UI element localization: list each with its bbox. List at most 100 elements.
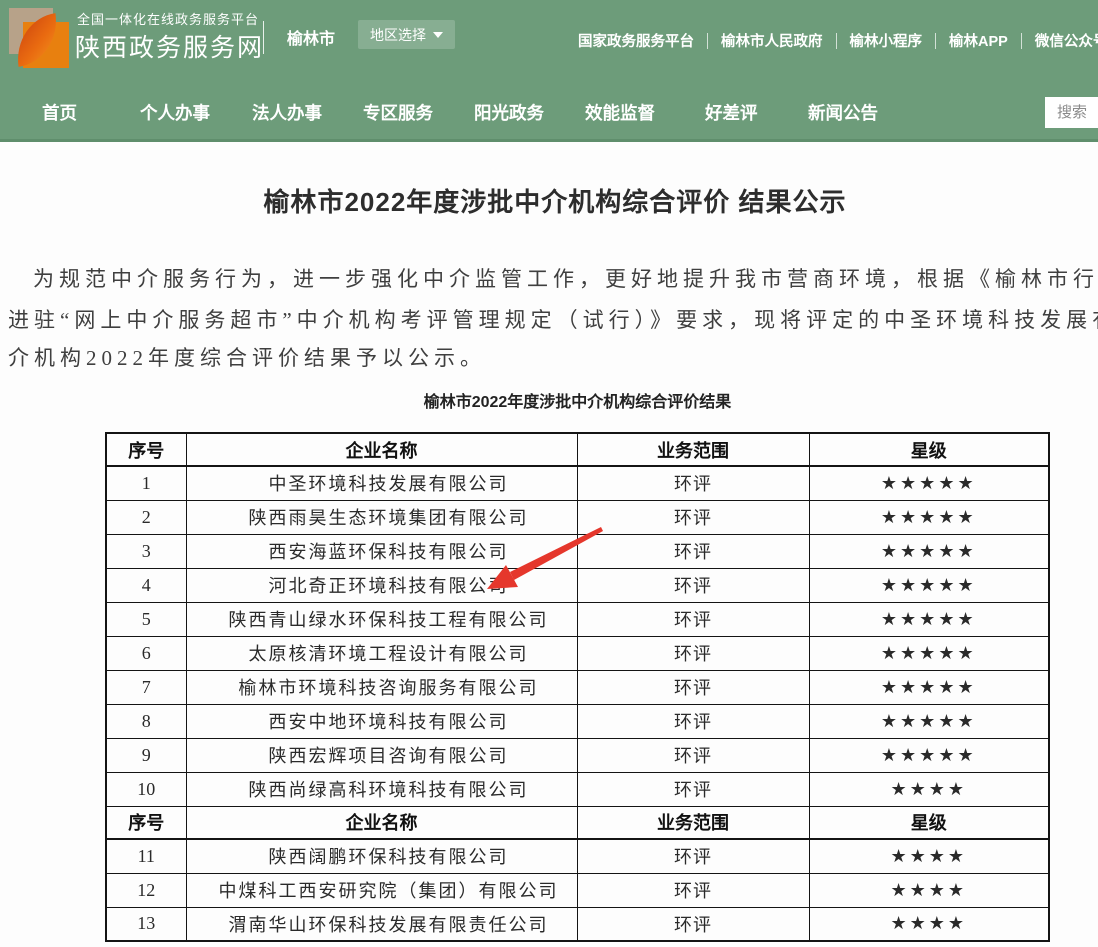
table-row: 9 陕西宏辉项目咨询有限公司 环评 ★★★★★ (105, 737, 1050, 773)
cell-business-scope: 环评 (576, 771, 810, 807)
table-row: 7 榆林市环境科技咨询服务有限公司 环评 ★★★★★ (105, 669, 1050, 705)
column-header: 企业名称 (185, 805, 578, 840)
cell-index: 8 (105, 703, 187, 739)
cell-company-name: 西安海蓝环保科技有限公司 (185, 533, 578, 569)
header-link[interactable]: 榆林市人民政府 (721, 34, 823, 50)
header-link[interactable]: 榆林小程序 (849, 34, 923, 50)
page-content: 榆林市2022年度涉批中介机构综合评价 结果公示 为规范中介服务行为，进一步强化… (0, 142, 1098, 947)
header-link[interactable]: 榆林APP (949, 34, 1008, 50)
nav-item-6[interactable]: 效能监督 (585, 102, 655, 123)
cell-index: 5 (105, 601, 187, 637)
star-rating: ★★★★★ (808, 465, 1050, 501)
column-header: 企业名称 (185, 432, 578, 467)
table-row: 2 陕西雨昊生态环境集团有限公司 环评 ★★★★★ (105, 499, 1050, 535)
cell-business-scope: 环评 (576, 703, 810, 739)
table-row: 8 西安中地环境科技有限公司 环评 ★★★★★ (105, 703, 1050, 739)
top-header: 全国一体化在线政务服务平台 陕西政务服务网 榆林市 地区选择 国家政务服务平台 榆… (0, 0, 1098, 85)
table-row: 6 太原核清环境工程设计有限公司 环评 ★★★★★ (105, 635, 1050, 671)
cell-company-name: 陕西青山绿水环保科技工程有限公司 (185, 601, 578, 637)
table-row: 10 陕西尚绿高科环境科技有限公司 环评 ★★★★ (105, 771, 1050, 807)
current-city-label: 榆林市 (287, 31, 336, 48)
header-divider (263, 21, 264, 54)
cell-business-scope: 环评 (576, 499, 810, 535)
header-links: 国家政务服务平台榆林市人民政府榆林小程序榆林APP微信公众号注册 (578, 30, 1098, 51)
cell-company-name: 陕西阔鹏环保科技有限公司 (185, 838, 578, 874)
star-rating: ★★★★★ (808, 635, 1050, 671)
search-input[interactable] (1045, 97, 1098, 128)
table-header-row: 序号 企业名称 业务范围 星级 (105, 805, 1050, 840)
cell-business-scope: 环评 (576, 601, 810, 637)
cell-index: 10 (105, 771, 187, 807)
table-row: 11 陕西阔鹏环保科技有限公司 环评 ★★★★ (105, 838, 1050, 874)
cell-business-scope: 环评 (576, 737, 810, 773)
cell-company-name: 渭南华山环保科技发展有限责任公司 (185, 906, 578, 942)
nav-item-3[interactable]: 法人办事 (252, 102, 322, 123)
cell-index: 13 (105, 906, 187, 942)
star-rating: ★★★★★ (808, 499, 1050, 535)
link-separator (707, 32, 708, 49)
nav-item-5[interactable]: 阳光政务 (474, 102, 544, 123)
cell-business-scope: 环评 (576, 635, 810, 671)
cell-business-scope: 环评 (576, 838, 810, 874)
cell-company-name: 陕西尚绿高科环境科技有限公司 (185, 771, 578, 807)
header-link[interactable]: 微信公众号 (1034, 34, 1098, 50)
cell-index: 6 (105, 635, 187, 671)
cell-company-name: 西安中地环境科技有限公司 (185, 703, 578, 739)
cell-business-scope: 环评 (576, 465, 810, 501)
cell-index: 2 (105, 499, 187, 535)
link-separator (935, 32, 936, 49)
cell-index: 11 (105, 838, 187, 874)
column-header: 业务范围 (576, 432, 810, 467)
nav-item-4[interactable]: 专区服务 (363, 102, 433, 123)
nav-item-2[interactable]: 个人办事 (140, 102, 210, 123)
nav-item-8[interactable]: 新闻公告 (808, 102, 878, 123)
table-row: 1 中圣环境科技发展有限公司 环评 ★★★★★ (105, 465, 1050, 501)
header-link[interactable]: 国家政务服务平台 (578, 34, 694, 50)
star-rating: ★★★★★ (808, 567, 1050, 603)
cell-index: 3 (105, 533, 187, 569)
cell-business-scope: 环评 (576, 567, 810, 603)
table-row: 5 陕西青山绿水环保科技工程有限公司 环评 ★★★★★ (105, 601, 1050, 637)
paragraph-line: 为规范中介服务行为，进一步强化中介监管工作，更好地提升我市营商环境，根据《榆林市… (33, 267, 1098, 291)
column-header: 业务范围 (576, 805, 810, 840)
evaluation-results-table: 序号 企业名称 业务范围 星级 1 中圣环境科技发展有限公司 环评 ★★★★★ 2 陕西雨昊生态环… (105, 432, 1050, 942)
cell-company-name: 河北奇正环境科技有限公司 (185, 567, 578, 603)
cell-business-scope: 环评 (576, 533, 810, 569)
cell-company-name: 陕西宏辉项目咨询有限公司 (185, 737, 578, 773)
link-separator (1020, 32, 1022, 49)
cell-index: 12 (105, 872, 187, 908)
table-row: 12 中煤科工西安研究院（集团）有限公司 环评 ★★★★ (105, 872, 1050, 908)
star-rating: ★★★★★ (808, 669, 1050, 705)
paragraph-line: 介机构2022年度综合评价结果予以公示。 (8, 346, 486, 370)
column-header: 星级 (808, 432, 1050, 467)
cell-company-name: 榆林市环境科技咨询服务有限公司 (185, 669, 578, 705)
column-header: 序号 (105, 432, 187, 467)
cell-company-name: 中圣环境科技发展有限公司 (185, 465, 578, 501)
star-rating: ★★★★ (808, 838, 1050, 874)
platform-tagline: 全国一体化在线政务服务平台 (77, 12, 260, 27)
cell-business-scope: 环评 (576, 872, 810, 908)
link-separator (835, 32, 837, 49)
nav-item-7[interactable]: 好差评 (705, 102, 758, 123)
star-rating: ★★★★★ (808, 533, 1050, 569)
star-rating: ★★★★★ (808, 703, 1050, 739)
cell-index: 4 (105, 567, 187, 603)
region-select-label: 地区选择 (370, 26, 426, 43)
cell-company-name: 中煤科工西安研究院（集团）有限公司 (185, 872, 578, 908)
nav-item-1[interactable]: 首页 (42, 102, 77, 123)
cell-index: 1 (105, 465, 187, 501)
site-logo (9, 8, 69, 68)
announcement-title: 榆林市2022年度涉批中介机构综合评价 结果公示 (263, 187, 847, 217)
table-row: 13 渭南华山环保科技发展有限责任公司 环评 ★★★★ (105, 906, 1050, 942)
cell-company-name: 陕西雨昊生态环境集团有限公司 (185, 499, 578, 535)
region-select-button[interactable]: 地区选择 (358, 20, 455, 49)
star-rating: ★★★★★ (808, 737, 1050, 773)
column-header: 序号 (105, 805, 187, 840)
star-rating: ★★★★ (808, 872, 1050, 908)
cell-business-scope: 环评 (576, 906, 810, 942)
cell-company-name: 太原核清环境工程设计有限公司 (185, 635, 578, 671)
table-header-row: 序号 企业名称 业务范围 星级 (105, 432, 1050, 467)
site-title: 陕西政务服务网 (75, 34, 265, 62)
table-row: 4 河北奇正环境科技有限公司 环评 ★★★★★ (105, 567, 1050, 603)
star-rating: ★★★★ (808, 771, 1050, 807)
